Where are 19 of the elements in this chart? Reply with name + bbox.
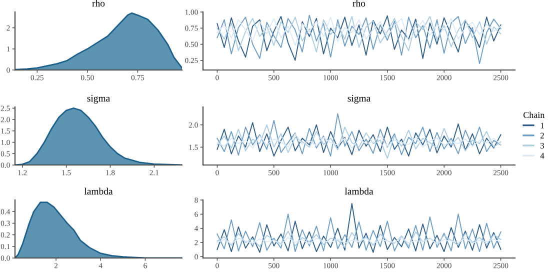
chart-title: sigma <box>348 95 370 104</box>
line-series <box>216 133 502 149</box>
line-series <box>216 16 502 52</box>
legend-label: 2 <box>540 132 544 138</box>
line-series <box>216 16 502 46</box>
chart-title: lambda <box>344 188 374 195</box>
chart-title: lambda <box>84 188 113 195</box>
chart-title: rho <box>352 0 366 7</box>
line-series <box>216 203 502 253</box>
line-series <box>216 230 502 248</box>
legend-label: 3 <box>540 142 544 149</box>
legend-title: Chain <box>523 112 545 118</box>
chart-title: sigma <box>87 95 110 104</box>
line-series <box>216 237 502 246</box>
legend-label: 4 <box>540 153 544 159</box>
legend-label: 1 <box>540 122 544 128</box>
line-series <box>216 214 502 252</box>
line-series <box>216 113 502 157</box>
chart-title: rho <box>92 0 105 7</box>
